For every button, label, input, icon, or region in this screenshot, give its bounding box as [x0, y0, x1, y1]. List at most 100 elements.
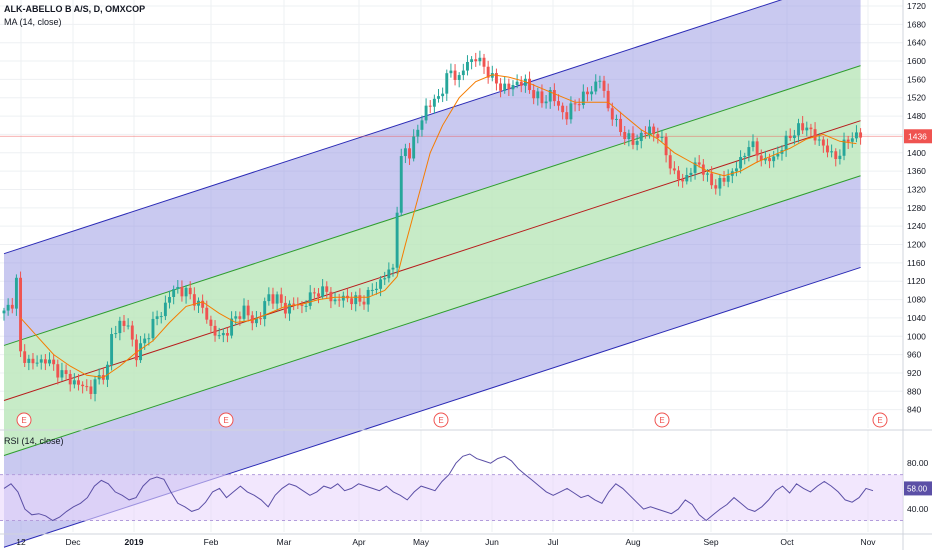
candle: [254, 318, 258, 324]
x-tick-label: Feb: [204, 537, 219, 547]
candle: [31, 358, 35, 364]
y-tick-label: 1200: [907, 240, 926, 250]
earnings-marker: [654, 412, 670, 428]
candle: [350, 298, 354, 305]
candle: [718, 177, 722, 189]
candle: [304, 305, 308, 307]
candles: [2, 50, 863, 402]
y-tick-label: 1560: [907, 74, 926, 84]
candle: [60, 370, 64, 378]
candle: [826, 145, 829, 153]
x-tick-label: Oct: [780, 537, 794, 547]
candle: [27, 358, 31, 363]
x-tick-label: 2019: [125, 537, 144, 547]
candle: [308, 292, 312, 306]
candle: [362, 301, 366, 305]
candle: [180, 286, 184, 297]
candle: [677, 170, 680, 180]
candle: [590, 91, 594, 95]
candle: [697, 162, 701, 165]
y-tick-label: 840: [907, 405, 921, 415]
y-tick-label: 1040: [907, 313, 926, 323]
candle: [722, 177, 726, 182]
candle: [693, 162, 697, 173]
candle: [325, 286, 329, 292]
candle: [89, 386, 93, 394]
candle: [714, 185, 718, 189]
candle: [172, 289, 176, 297]
candle: [147, 338, 151, 340]
candle: [56, 364, 60, 378]
candle: [701, 164, 705, 175]
rsi-last-badge: [904, 481, 932, 496]
candle: [598, 80, 602, 82]
candle: [52, 359, 56, 365]
candle: [614, 118, 618, 120]
candle: [379, 279, 383, 289]
candle: [155, 316, 159, 319]
candle: [176, 286, 180, 290]
candle: [143, 338, 147, 344]
candle: [635, 141, 639, 145]
y-tick-label: 1680: [907, 19, 926, 29]
candle: [358, 295, 362, 302]
candle: [519, 81, 523, 86]
candle: [668, 155, 672, 169]
candle: [586, 91, 589, 95]
candle: [834, 151, 838, 160]
y-tick-label: 1520: [907, 93, 926, 103]
candle: [681, 179, 685, 182]
candle: [751, 141, 755, 148]
candle: [536, 91, 540, 99]
candle: [457, 75, 461, 80]
candle: [474, 59, 478, 62]
candle: [656, 134, 660, 138]
candle: [532, 90, 536, 99]
candle: [631, 133, 635, 145]
candle: [817, 139, 821, 141]
candle: [859, 132, 863, 138]
candle: [23, 351, 27, 363]
candle: [432, 98, 436, 107]
candle: [776, 153, 780, 157]
candle: [606, 90, 610, 109]
candle: [213, 325, 217, 336]
y-tick-label: 1480: [907, 111, 926, 121]
candle: [134, 339, 138, 361]
channel-outer-lower: [4, 175, 861, 548]
y-tick-label: 1720: [907, 1, 926, 11]
candle: [395, 212, 399, 268]
candle: [689, 172, 693, 175]
rsi-tick-label: 80.00: [907, 458, 929, 468]
y-tick-label: 1600: [907, 56, 926, 66]
candle: [408, 148, 411, 159]
candle: [205, 307, 209, 320]
candle: [267, 294, 271, 302]
channel-outer-upper: [4, 0, 861, 346]
candle: [523, 78, 527, 86]
candle: [106, 364, 109, 380]
candle: [159, 316, 163, 318]
candle: [453, 70, 457, 80]
candle: [188, 287, 192, 295]
candle: [68, 373, 72, 385]
candle: [163, 302, 167, 317]
candle: [10, 304, 14, 309]
candle: [441, 93, 445, 97]
candle: [461, 70, 465, 76]
y-tick-label: 1120: [907, 276, 926, 286]
candle: [85, 386, 89, 388]
x-tick-label: Apr: [352, 537, 365, 547]
candle: [850, 138, 854, 142]
candle: [391, 267, 395, 270]
candle: [110, 334, 114, 365]
y-tick-label: 1080: [907, 295, 926, 305]
candle: [288, 303, 291, 314]
y-tick-label: 1280: [907, 203, 926, 213]
candle: [192, 294, 196, 306]
candle: [801, 123, 805, 131]
candle: [842, 139, 846, 156]
candle: [486, 66, 490, 78]
candle: [321, 286, 325, 297]
